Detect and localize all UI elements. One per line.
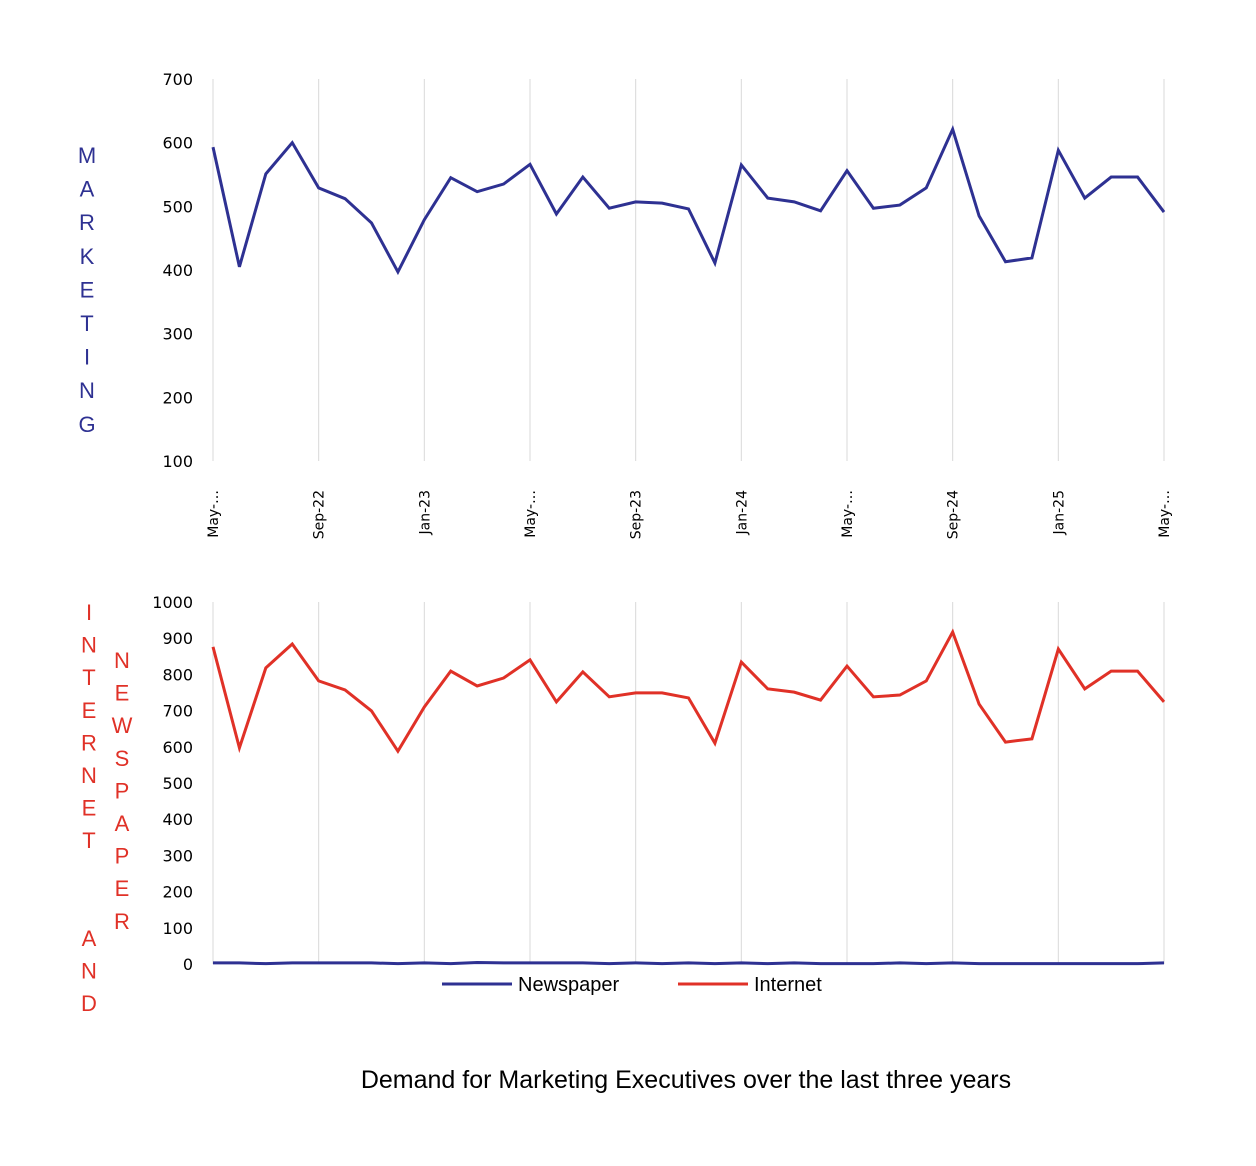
y-tick-label: 400 [162,810,193,829]
x-tick-label: Sep-23 [629,490,645,539]
y-tick-label: 200 [162,883,193,902]
y-tick-label: 700 [162,702,193,721]
title-letter: R [81,730,97,755]
title-letter: K [80,244,95,269]
internet-newspaper-chart: 0 100 200 300 400 500 600 700 800 900 1000 [152,593,1166,974]
x-tick-label: Sep-24 [946,490,962,539]
legend-newspaper-label: Newspaper [518,974,620,996]
marketing-chart: 100 200 300 400 500 600 700 May-… Sep-22 Jan-23 Ma… [162,70,1173,539]
y-tick-label: 100 [162,452,193,471]
x-tick-label: Jan-25 [1051,490,1067,535]
title-letter: N [79,378,95,403]
title-letter: T [82,828,95,853]
y-tick-label: 300 [162,325,193,344]
title-letter: P [115,844,130,869]
title-letter: A [115,811,130,836]
title-letter: A [80,177,95,202]
legend: Newspaper Internet [442,974,822,996]
x-tick-label: May-… [206,490,222,538]
title-letter: N [81,959,97,984]
y-tick-label: 600 [162,738,193,757]
title-letter: N [81,633,97,658]
title-letter: R [79,210,95,235]
title-letter: S [115,746,130,771]
x-tick-label: May-… [523,490,539,538]
y-tick-label: 0 [183,955,193,974]
x-tick-label: Sep-22 [312,490,328,539]
y-tick-label: 200 [162,388,193,407]
y-tick-label: 700 [162,70,193,89]
y-tick-label: 600 [162,134,193,153]
chart-caption: Demand for Marketing Executives over the… [361,1066,1011,1094]
title-letter: E [115,681,130,706]
title-letter: N [81,763,97,788]
title-letter: M [78,143,96,168]
internet-line [211,628,1166,754]
title-letter: I [84,345,90,370]
title-letter: R [114,909,130,934]
title-letter: W [112,713,133,738]
title-letter: N [114,648,130,673]
title-letter: E [115,876,130,901]
title-letter: T [80,311,93,336]
title-letter: A [82,926,97,951]
y-tick-label: 100 [162,919,193,938]
y-tick-label: 1000 [152,593,193,612]
y-tick-label: 800 [162,665,193,684]
legend-internet-label: Internet [754,974,822,996]
x-tick-label: Jan-23 [417,490,433,535]
title-letter: G [78,412,95,437]
title-letter: I [86,600,92,625]
y-tick-label: 900 [162,629,193,648]
title-letter: E [80,277,95,302]
x-tick-label: Jan-24 [734,490,750,536]
title-letter: E [82,698,97,723]
title-letter: P [115,778,130,803]
marketing-line [211,125,1166,276]
title-letter: D [81,991,97,1016]
title-letter: T [82,665,95,690]
y-tick-label: 500 [162,774,193,793]
newspaper-line [213,961,1165,966]
x-tick-label: May-… [840,490,856,538]
y-tick-label: 400 [162,261,193,280]
x-tick-label: May-… [1157,490,1173,538]
title-letter: E [82,796,97,821]
y-tick-label: 300 [162,846,193,865]
y-tick-label: 500 [162,197,193,216]
